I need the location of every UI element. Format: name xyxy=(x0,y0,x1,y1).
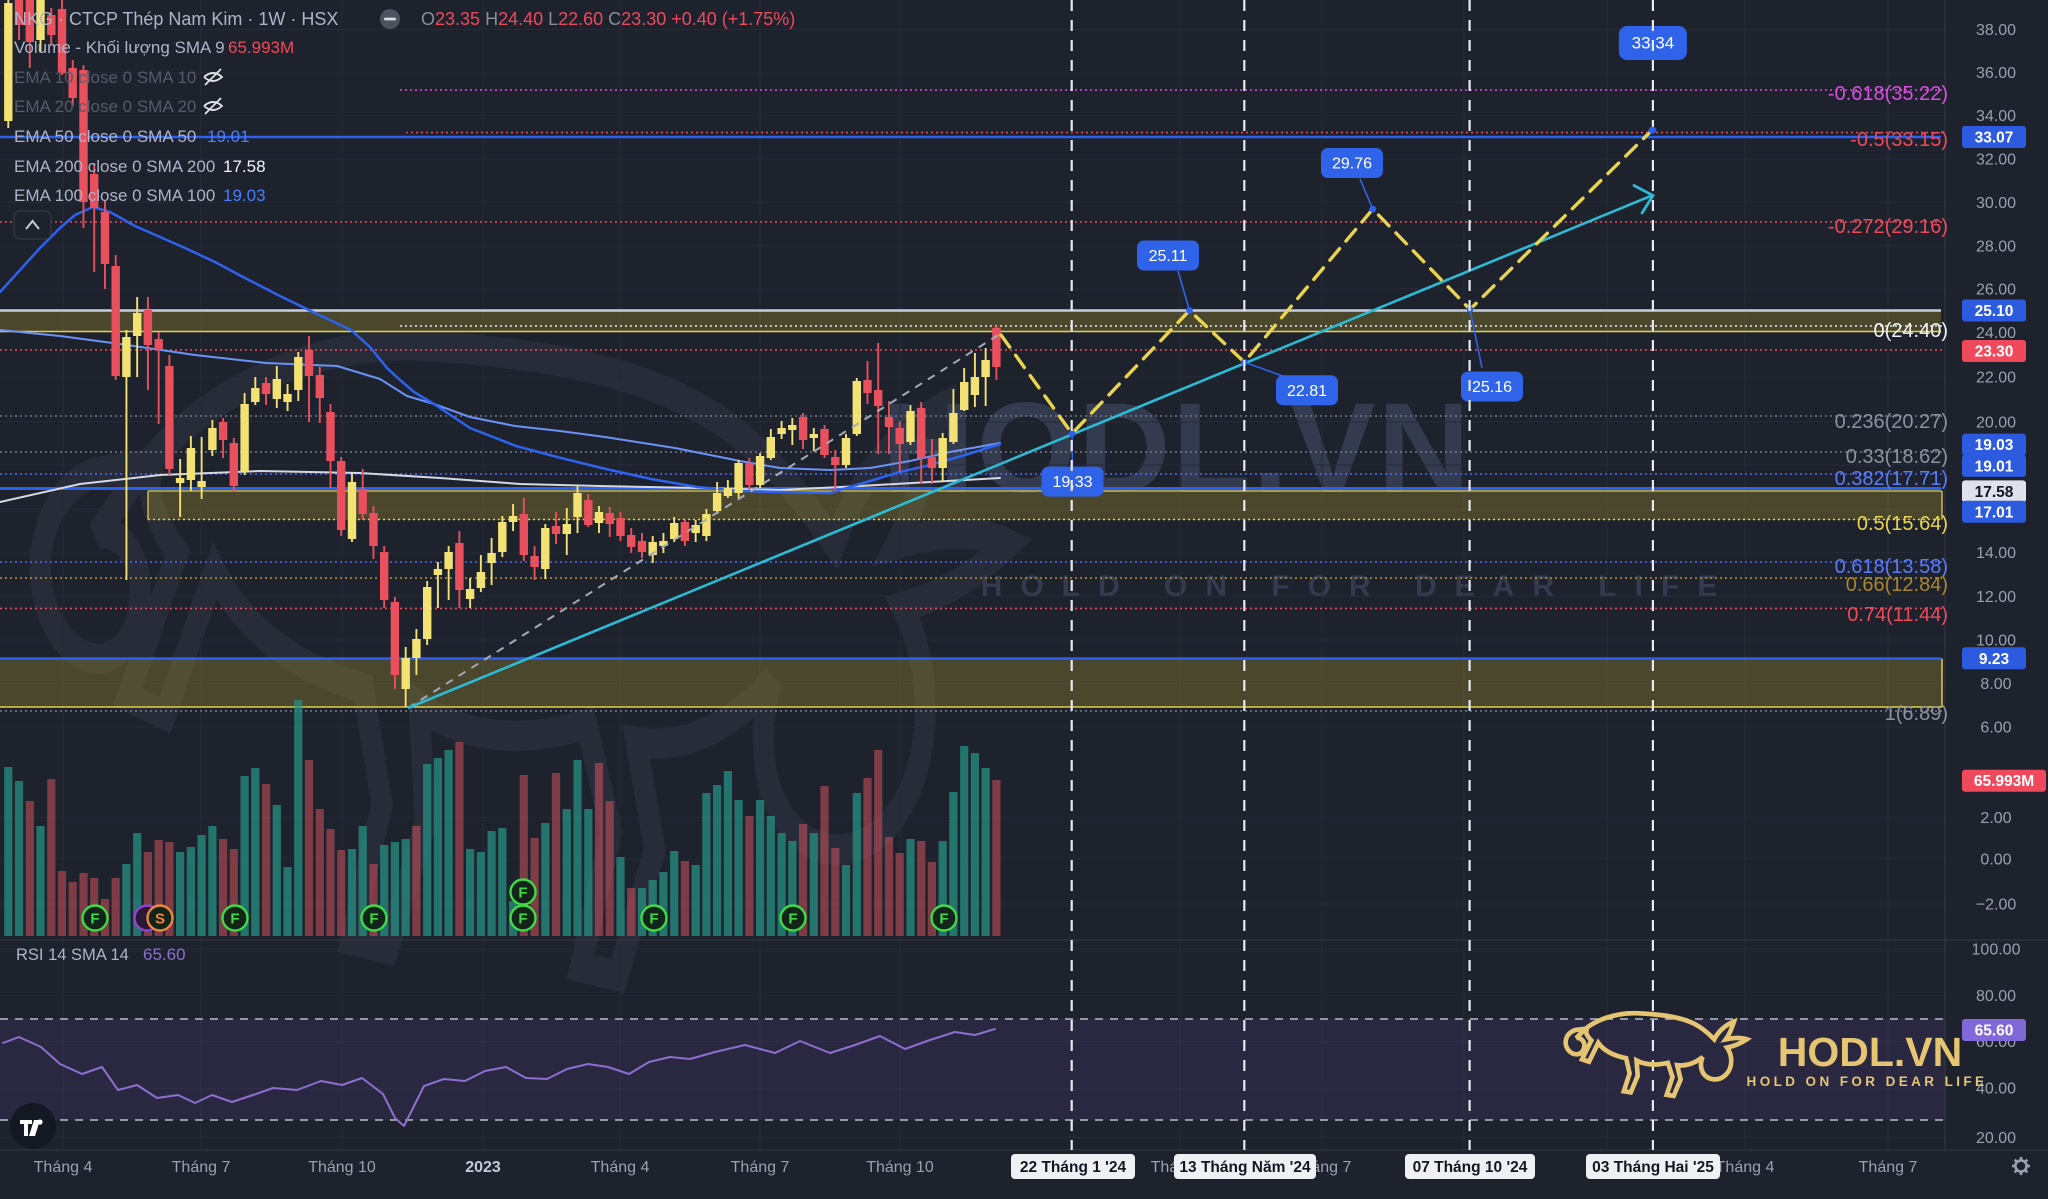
svg-text:9.23: 9.23 xyxy=(1979,651,2010,668)
svg-text:EMA 20 close 0 SMA 20: EMA 20 close 0 SMA 20 xyxy=(14,97,196,116)
svg-text:RSI 14 SMA 14: RSI 14 SMA 14 xyxy=(16,946,129,964)
svg-text:33.07: 33.07 xyxy=(1975,130,2014,147)
svg-text:65.993M: 65.993M xyxy=(228,38,294,57)
svg-text:22 Tháng 1 '24: 22 Tháng 1 '24 xyxy=(1020,1159,1127,1176)
svg-text:-0.272(29.16): -0.272(29.16) xyxy=(1828,216,1948,238)
svg-text:EMA 50 close 0 SMA 50: EMA 50 close 0 SMA 50 xyxy=(14,127,196,146)
svg-text:23.30: 23.30 xyxy=(1975,344,2014,361)
svg-text:Tháng 7: Tháng 7 xyxy=(172,1159,231,1176)
svg-text:17.01: 17.01 xyxy=(1975,504,2014,521)
svg-text:2023: 2023 xyxy=(465,1159,501,1176)
svg-text:HOLD ON FOR DEAR LIFE: HOLD ON FOR DEAR LIFE xyxy=(981,570,1736,603)
svg-text:13 Tháng Năm '24: 13 Tháng Năm '24 xyxy=(1179,1159,1311,1176)
svg-text:19.03: 19.03 xyxy=(1975,437,2014,454)
svg-text:100.00: 100.00 xyxy=(1972,942,2021,959)
svg-text:36.00: 36.00 xyxy=(1976,65,2016,82)
svg-text:80.00: 80.00 xyxy=(1976,988,2016,1005)
svg-text:F: F xyxy=(788,911,797,928)
svg-text:65.993M: 65.993M xyxy=(1974,773,2034,790)
svg-text:34.00: 34.00 xyxy=(1976,108,2016,125)
svg-text:32.00: 32.00 xyxy=(1976,152,2016,169)
svg-text:0.00: 0.00 xyxy=(1980,851,2011,868)
svg-text:F: F xyxy=(230,911,239,928)
svg-text:O23.35 H24.40 L22.60 C23.30 +0: O23.35 H24.40 L22.60 C23.30 +0.40 (+1.75… xyxy=(421,9,795,29)
svg-text:Tháng 4: Tháng 4 xyxy=(591,1159,650,1176)
svg-text:F: F xyxy=(518,911,527,928)
svg-text:F: F xyxy=(649,911,658,928)
svg-text:8.00: 8.00 xyxy=(1980,676,2011,693)
svg-text:F: F xyxy=(939,911,948,928)
svg-text:0.33(18.62): 0.33(18.62) xyxy=(1846,446,1948,468)
svg-text:0.74(11.44): 0.74(11.44) xyxy=(1847,604,1948,626)
svg-text:Volume - Khối lượng SMA 9: Volume - Khối lượng SMA 9 xyxy=(14,38,225,57)
svg-text:HODL.VN: HODL.VN xyxy=(1778,1029,1963,1075)
svg-text:F: F xyxy=(369,911,378,928)
svg-text:20.00: 20.00 xyxy=(1976,415,2016,432)
svg-text:30.00: 30.00 xyxy=(1976,195,2016,212)
svg-text:Tháng 7: Tháng 7 xyxy=(1859,1159,1918,1176)
svg-text:Tháng 7: Tháng 7 xyxy=(731,1159,790,1176)
svg-text:Tháng 4: Tháng 4 xyxy=(1716,1159,1775,1176)
svg-text:1(6.89): 1(6.89) xyxy=(1885,703,1948,725)
svg-text:19.01: 19.01 xyxy=(1975,458,2014,475)
svg-text:65.60: 65.60 xyxy=(143,945,186,964)
svg-text:Tháng 4: Tháng 4 xyxy=(34,1159,93,1176)
svg-text:17.58: 17.58 xyxy=(223,157,266,176)
svg-text:6.00: 6.00 xyxy=(1980,720,2011,737)
svg-text:2.00: 2.00 xyxy=(1980,810,2011,827)
svg-text:22.81: 22.81 xyxy=(1287,383,1327,400)
svg-text:0.618(13.58): 0.618(13.58) xyxy=(1835,556,1948,578)
svg-text:65.60: 65.60 xyxy=(1975,1023,2014,1040)
svg-text:0.66(12.84): 0.66(12.84) xyxy=(1846,574,1948,596)
svg-text:0.5(15.64): 0.5(15.64) xyxy=(1857,513,1948,535)
svg-text:HOLD ON FOR DEAR LIFE: HOLD ON FOR DEAR LIFE xyxy=(1747,1074,1988,1089)
svg-text:25.10: 25.10 xyxy=(1975,303,2014,320)
svg-text:28.00: 28.00 xyxy=(1976,238,2016,255)
svg-text:HODL.VN: HODL.VN xyxy=(882,377,1472,520)
svg-text:12.00: 12.00 xyxy=(1976,589,2016,606)
svg-text:Tháng 10: Tháng 10 xyxy=(866,1159,934,1176)
svg-text:F: F xyxy=(518,885,527,902)
svg-text:−2.00: −2.00 xyxy=(1976,897,2017,914)
svg-text:25.11: 25.11 xyxy=(1149,248,1188,265)
svg-text:14.00: 14.00 xyxy=(1976,545,2016,562)
svg-text:20.00: 20.00 xyxy=(1976,1130,2016,1147)
svg-text:03 Tháng Hai '25: 03 Tháng Hai '25 xyxy=(1592,1159,1714,1176)
svg-text:29.76: 29.76 xyxy=(1332,156,1372,173)
svg-text:F: F xyxy=(90,911,99,928)
svg-text:38.00: 38.00 xyxy=(1976,22,2016,39)
svg-text:10.00: 10.00 xyxy=(1976,633,2016,650)
svg-text:19.03: 19.03 xyxy=(223,186,266,205)
svg-text:EMA 10 close 0 SMA 10: EMA 10 close 0 SMA 10 xyxy=(14,68,196,87)
svg-text:-0.618(35.22): -0.618(35.22) xyxy=(1828,83,1948,105)
svg-text:26.00: 26.00 xyxy=(1976,281,2016,298)
svg-text:-0.5(33.15): -0.5(33.15) xyxy=(1850,129,1948,151)
svg-text:NKG · CTCP Thép Nam Kim · 1W ·: NKG · CTCP Thép Nam Kim · 1W · HSX xyxy=(14,9,338,29)
svg-text:17.58: 17.58 xyxy=(1975,484,2014,501)
svg-text:S: S xyxy=(155,911,165,928)
svg-text:19.01: 19.01 xyxy=(207,127,250,146)
svg-text:EMA 100 close 0 SMA 100: EMA 100 close 0 SMA 100 xyxy=(14,186,215,205)
svg-text:40.00: 40.00 xyxy=(1976,1081,2016,1098)
svg-text:07 Tháng 10 '24: 07 Tháng 10 '24 xyxy=(1413,1159,1528,1176)
svg-text:0.236(20.27): 0.236(20.27) xyxy=(1835,411,1948,433)
svg-text:Tháng 10: Tháng 10 xyxy=(308,1159,376,1176)
svg-text:0.382(17.71): 0.382(17.71) xyxy=(1835,468,1948,490)
svg-text:EMA 200 close 0 SMA 200: EMA 200 close 0 SMA 200 xyxy=(14,157,215,176)
svg-text:0(24.40): 0(24.40) xyxy=(1874,320,1949,342)
svg-text:22.00: 22.00 xyxy=(1976,369,2016,386)
svg-text:25.16: 25.16 xyxy=(1472,379,1512,396)
svg-text:24.00: 24.00 xyxy=(1976,325,2016,342)
